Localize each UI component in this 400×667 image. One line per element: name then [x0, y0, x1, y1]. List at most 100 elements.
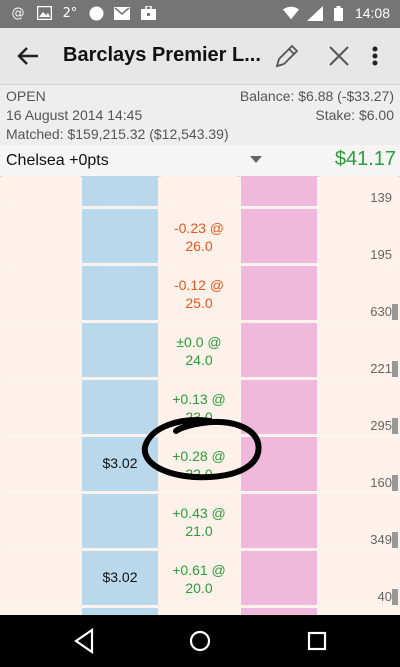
price-cell: -0.23 @ 26.0 [161, 209, 237, 263]
volume-cell: 160 [320, 437, 398, 491]
mail-icon [114, 5, 130, 21]
back-triangle-icon[interactable] [72, 628, 96, 654]
lay-cell[interactable] [241, 551, 317, 605]
back-cell[interactable]: $3.02 [82, 551, 158, 605]
ladder-row: 27.0 139 [0, 176, 400, 209]
ladder-cell-left [2, 494, 80, 548]
ladder-cell-left [2, 176, 80, 206]
selection-dropdown[interactable]: Chelsea +0pts $41.17 [0, 146, 400, 177]
ladder-row: -0.23 @ 26.0 195 [0, 209, 400, 266]
ladder-cell-left [2, 608, 80, 615]
briefcase-icon [140, 5, 156, 21]
image-icon [36, 5, 52, 21]
back-cell[interactable] [82, 266, 158, 320]
price-cell: +0.13 @ 23.0 [161, 380, 237, 434]
back-cell[interactable] [82, 494, 158, 548]
status-bar: @ 2° 14:08 [0, 0, 400, 28]
volume-cell: 349 [320, 494, 398, 548]
close-icon[interactable] [324, 41, 354, 71]
ladder-cell-left [2, 551, 80, 605]
volume-cell: 221 [320, 323, 398, 377]
selection-name: Chelsea +0pts [6, 152, 109, 169]
traded-volume: 630 [370, 304, 392, 319]
back-cell[interactable] [82, 380, 158, 434]
back-cell[interactable] [82, 176, 158, 206]
ladder-row: $3.02 +0.61 @ 20.0 40 [0, 551, 400, 608]
back-cell[interactable] [82, 209, 158, 263]
traded-volume: 40 [377, 589, 392, 604]
price-profit-label: -0.12 @ 25.0 [173, 277, 224, 311]
price-cell: +0.28 @ 22.0 [161, 437, 237, 491]
lay-cell[interactable] [241, 437, 317, 491]
ladder-row: $3.02 +0.28 @ 22.0 160 [0, 437, 400, 494]
ladder-row [0, 608, 400, 615]
ladder-row: +0.13 @ 23.0 295 [0, 380, 400, 437]
traded-volume: 195 [370, 247, 392, 262]
circle-icon [88, 5, 104, 21]
traded-volume: 160 [370, 475, 392, 490]
price-profit-label: ±0.0 @ 24.0 [176, 334, 222, 368]
ladder-row: -0.12 @ 25.0 630 [0, 266, 400, 323]
traded-volume: 295 [370, 418, 392, 433]
price-profit-label: +0.13 @ 23.0 [172, 391, 226, 425]
volume-bar [392, 418, 398, 434]
volume-bar [392, 361, 398, 377]
wifi-icon [282, 5, 299, 21]
back-cell[interactable]: $3.02 [82, 437, 158, 491]
price-profit-label: +0.43 @ 21.0 [172, 505, 226, 539]
back-stake-value: $3.02 [102, 455, 138, 471]
ladder-row: +0.43 @ 21.0 349 [0, 494, 400, 551]
signal-icon [306, 5, 323, 21]
volume-bar [392, 589, 398, 605]
temperature-icon: 2° [62, 5, 78, 21]
price-profit-label: +0.28 @ 22.0 [172, 448, 226, 482]
dropdown-caret-icon[interactable] [250, 156, 262, 163]
traded-volume: 349 [370, 532, 392, 547]
volume-cell: 630 [320, 266, 398, 320]
lay-cell[interactable] [241, 266, 317, 320]
back-arrow-icon[interactable] [14, 42, 42, 70]
app-toolbar: Barclays Premier L... [0, 28, 400, 85]
stake-amount: Stake: $6.00 [315, 107, 394, 123]
ladder-cell-left [2, 266, 80, 320]
lay-cell[interactable] [241, 209, 317, 263]
lay-cell[interactable] [241, 494, 317, 548]
market-title: Barclays Premier L... [63, 44, 261, 66]
market-info-panel: OPEN 16 August 2014 14:45 Matched: $159,… [0, 85, 400, 145]
clock-time: 14:08 [354, 5, 390, 21]
price-cell: 27.0 [161, 176, 237, 206]
lay-cell[interactable] [241, 176, 317, 206]
overflow-menu-icon[interactable] [365, 41, 385, 71]
market-date: 16 August 2014 14:45 [6, 107, 143, 123]
lay-cell[interactable] [241, 608, 317, 615]
back-cell[interactable] [82, 608, 158, 615]
price-ladder: 27.0 139 -0.23 @ 26.0 195 -0.12 @ 25.0 630 ±0.… [0, 176, 400, 615]
lay-cell[interactable] [241, 380, 317, 434]
price-profit-label: +0.61 @ 20.0 [172, 562, 226, 596]
back-cell[interactable] [82, 323, 158, 377]
account-balance: Balance: $6.88 (-$33.27) [239, 88, 394, 104]
home-circle-icon[interactable] [188, 628, 212, 654]
volume-cell: 295 [320, 380, 398, 434]
volume-cell: 139 [320, 176, 398, 206]
volume-cell [320, 608, 398, 615]
battery-icon [331, 5, 347, 21]
price-cell: ±0.0 @ 24.0 [161, 323, 237, 377]
lay-cell[interactable] [241, 323, 317, 377]
ladder-cell-left [2, 437, 80, 491]
ladder-cell-left [2, 380, 80, 434]
volume-bar [392, 475, 398, 491]
recents-square-icon[interactable] [305, 628, 329, 654]
volume-bar [392, 304, 398, 320]
traded-volume: 139 [370, 190, 392, 205]
price-cell: +0.43 @ 21.0 [161, 494, 237, 548]
ladder-cell-left [2, 209, 80, 263]
system-nav-bar [0, 615, 400, 667]
volume-bar [392, 532, 398, 548]
edit-pencil-icon[interactable] [272, 41, 302, 71]
price-cell: +0.61 @ 20.0 [161, 551, 237, 605]
ladder-row: ±0.0 @ 24.0 221 [0, 323, 400, 380]
price-profit-label: -0.23 @ 26.0 [173, 220, 224, 254]
matched-amount: Matched: $159,215.32 ($12,543.39) [6, 126, 229, 142]
selection-profit: $41.17 [334, 148, 396, 170]
